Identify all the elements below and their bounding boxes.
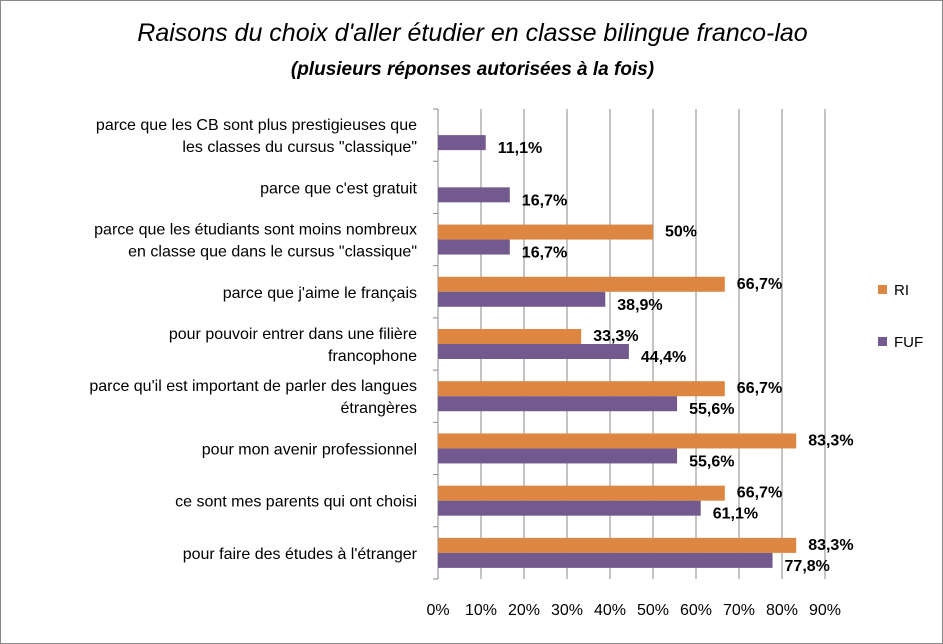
legend-swatch bbox=[878, 285, 887, 294]
bar-fuf bbox=[438, 291, 606, 307]
bar-fuf bbox=[438, 344, 629, 359]
bar-ri bbox=[438, 329, 582, 344]
category-label: parce que c'est gratuit bbox=[260, 180, 417, 197]
bar-ri bbox=[438, 224, 653, 240]
x-tick-label: 70% bbox=[723, 602, 755, 619]
category-label: pour pouvoir entrer dans une filière bbox=[169, 326, 417, 343]
data-label: 66,7% bbox=[737, 485, 782, 502]
bar-ri bbox=[438, 381, 725, 397]
category-label: francophone bbox=[328, 348, 417, 365]
data-label: 38,9% bbox=[617, 297, 662, 314]
x-tick-label: 80% bbox=[766, 602, 798, 619]
bar-fuf bbox=[438, 552, 773, 568]
data-label: 66,7% bbox=[737, 276, 782, 293]
data-label: 16,7% bbox=[522, 192, 567, 209]
legend-label: FUF bbox=[894, 334, 923, 351]
data-label: 50% bbox=[665, 224, 697, 241]
bar-ri bbox=[438, 537, 797, 553]
data-label: 61,1% bbox=[713, 506, 758, 523]
category-label: étrangères bbox=[341, 400, 418, 417]
data-label: 33,3% bbox=[593, 328, 638, 345]
category-label: ce sont mes parents qui ont choisi bbox=[175, 494, 417, 511]
bar-ri bbox=[438, 276, 725, 292]
category-label: parce que les CB sont plus prestigieuses… bbox=[96, 117, 417, 134]
x-tick-label: 0% bbox=[426, 602, 449, 619]
x-tick-label: 50% bbox=[637, 602, 669, 619]
x-tick-label: 90% bbox=[809, 602, 841, 619]
bar-fuf bbox=[438, 500, 701, 516]
bar-fuf bbox=[438, 239, 510, 255]
data-label: 55,6% bbox=[689, 453, 734, 470]
legend-swatch bbox=[878, 337, 887, 346]
data-label: 16,7% bbox=[522, 245, 567, 262]
category-label: les classes du cursus "classique" bbox=[182, 139, 417, 156]
data-label: 83,3% bbox=[808, 537, 853, 554]
x-tick-label: 60% bbox=[680, 602, 712, 619]
data-label: 11,1% bbox=[498, 140, 542, 157]
x-tick-label: 40% bbox=[594, 602, 626, 619]
bar-ri bbox=[438, 433, 797, 449]
bar-ri bbox=[438, 485, 725, 501]
legend-label: RI bbox=[894, 282, 909, 299]
data-label: 66,7% bbox=[737, 380, 782, 397]
category-label: parce qu'il est important de parler des … bbox=[89, 378, 417, 395]
category-label: pour mon avenir professionnel bbox=[202, 441, 417, 458]
category-label: pour faire des études à l'étranger bbox=[183, 546, 418, 563]
data-label: 77,8% bbox=[785, 558, 830, 575]
x-tick-label: 10% bbox=[465, 602, 497, 619]
data-label: 83,3% bbox=[808, 432, 853, 449]
bar-fuf bbox=[438, 135, 486, 151]
category-label: parce que j'aime le français bbox=[223, 285, 417, 302]
category-label: en classe que dans le cursus "classique" bbox=[128, 244, 417, 261]
x-tick-label: 20% bbox=[508, 602, 540, 619]
bar-fuf bbox=[438, 396, 678, 412]
bar-fuf bbox=[438, 187, 510, 203]
data-label: 44,4% bbox=[641, 349, 686, 366]
bar-fuf bbox=[438, 448, 678, 464]
category-label: parce que les étudiants sont moins nombr… bbox=[94, 222, 417, 239]
chart-title: Raisons du choix d'aller étudier en clas… bbox=[137, 19, 808, 47]
chart-subtitle: (plusieurs réponses autorisées à la fois… bbox=[290, 59, 655, 80]
x-tick-label: 30% bbox=[551, 602, 583, 619]
data-label: 55,6% bbox=[689, 401, 734, 418]
